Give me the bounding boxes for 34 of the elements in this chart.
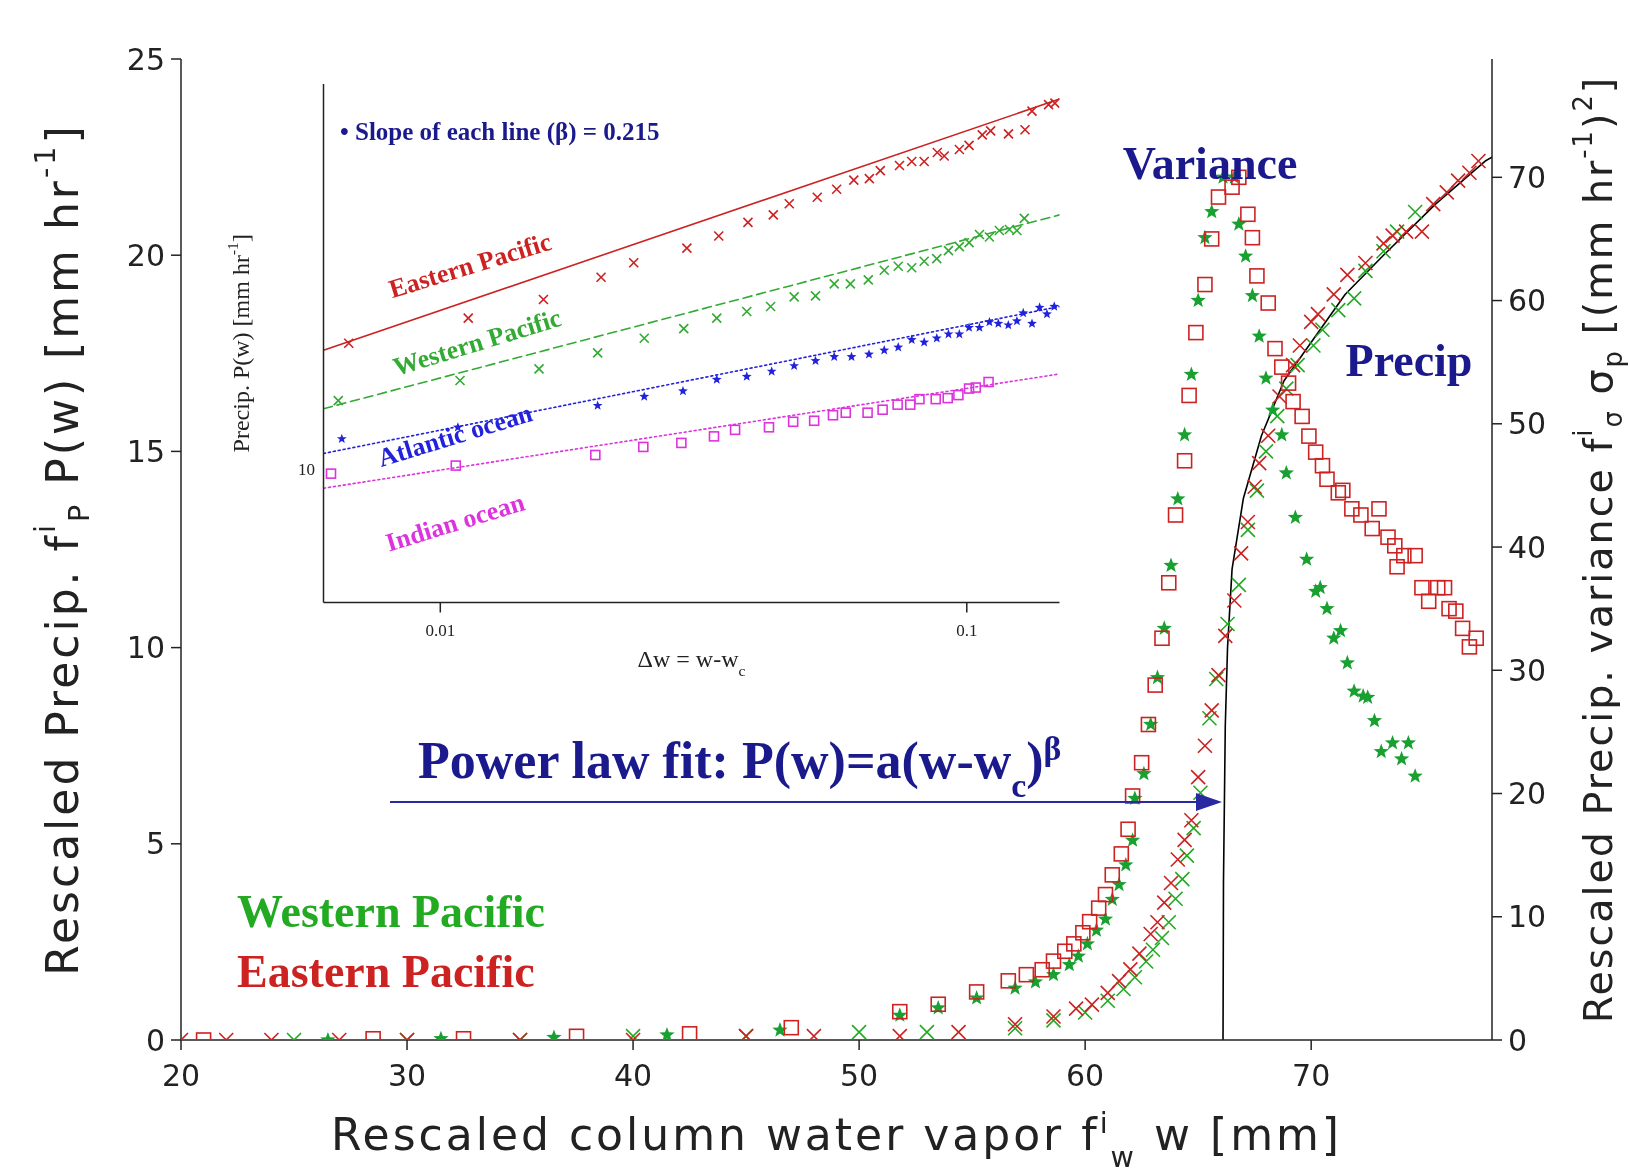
x-axis-title: Rescaled column water vapor f$^{i}$$_{w}$ w [mm] — [330, 1106, 1343, 1172]
text: Indian ocean — [382, 486, 529, 557]
text: Atlantic ocean — [374, 397, 537, 473]
x-tick-label: 50 — [840, 1058, 879, 1093]
y2-tick-label: 10 — [1508, 899, 1547, 935]
y2-tick-label: 20 — [1508, 776, 1547, 812]
annotation: 10 — [298, 460, 315, 479]
x-tick-label: 30 — [387, 1058, 427, 1093]
text: Western Pacific — [237, 886, 545, 938]
x-tick-label: 0.1 — [956, 620, 978, 640]
y-tick-label: 25 — [126, 41, 165, 77]
x-tick-label: 0.01 — [425, 620, 456, 640]
y-tick-label: 0 — [145, 1022, 165, 1058]
y2-tick-label: 60 — [1508, 283, 1547, 319]
x-tick-label: 40 — [613, 1058, 653, 1093]
y-tick-label: 15 — [126, 433, 165, 469]
y-tick-label: 20 — [126, 237, 165, 273]
x-axis-title: Δw = w-w$_{c}$ — [637, 646, 746, 679]
x-tick-label: 60 — [1066, 1058, 1105, 1093]
y2-tick-label: 50 — [1508, 406, 1547, 442]
annotation: • Slope of each line (β) = 0.215 — [340, 118, 660, 146]
y2-tick-label: 0 — [1508, 1022, 1528, 1058]
annotation: Variance — [1122, 138, 1298, 189]
annotation: Precip — [1345, 335, 1473, 386]
series-label: Eastern Pacific — [237, 946, 535, 997]
y2-tick-label: 40 — [1508, 529, 1547, 565]
y-tick-label: 5 — [145, 826, 165, 862]
y2-tick-label: 30 — [1508, 652, 1547, 688]
text: Eastern Pacific — [385, 226, 555, 304]
y2-tick-label: 70 — [1508, 159, 1547, 195]
x-tick-label: 70 — [1292, 1058, 1331, 1093]
y-tick-label: 10 — [126, 630, 165, 666]
text: Western Pacific — [389, 302, 565, 382]
annotation: Power law fit: P(w)=a(w-w$_{c}$)$^{β}$ — [418, 729, 1062, 804]
